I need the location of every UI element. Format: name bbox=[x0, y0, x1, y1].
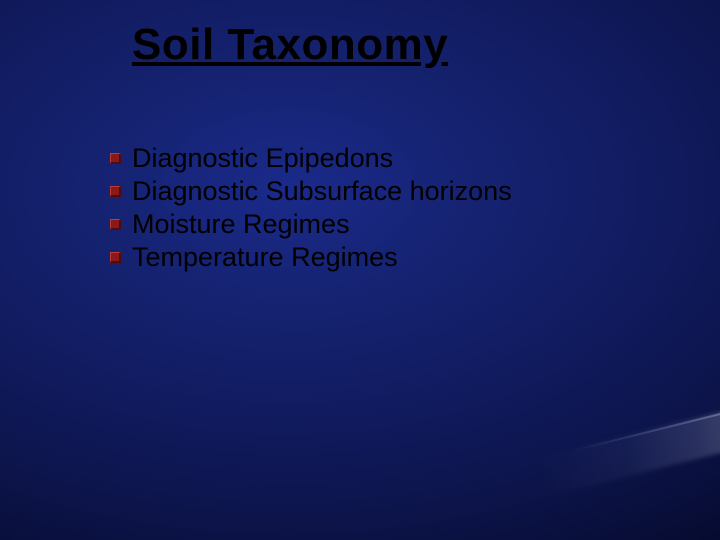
slide-title: Soil Taxonomy bbox=[132, 20, 448, 70]
bullet-icon bbox=[110, 153, 121, 164]
body-line: Temperature Regimes bbox=[132, 241, 512, 274]
body-line: Moisture Regimes bbox=[132, 208, 512, 241]
bullet-icon bbox=[110, 219, 121, 230]
slide-body: Diagnostic Epipedons Diagnostic Subsurfa… bbox=[132, 142, 512, 274]
body-line: Diagnostic Epipedons bbox=[132, 142, 512, 175]
bullet-icon bbox=[110, 252, 121, 263]
body-line: Diagnostic Subsurface horizons bbox=[132, 175, 512, 208]
bullet-icon bbox=[110, 186, 121, 197]
decorative-light-streak bbox=[572, 406, 720, 451]
decorative-light-streak bbox=[538, 404, 720, 496]
